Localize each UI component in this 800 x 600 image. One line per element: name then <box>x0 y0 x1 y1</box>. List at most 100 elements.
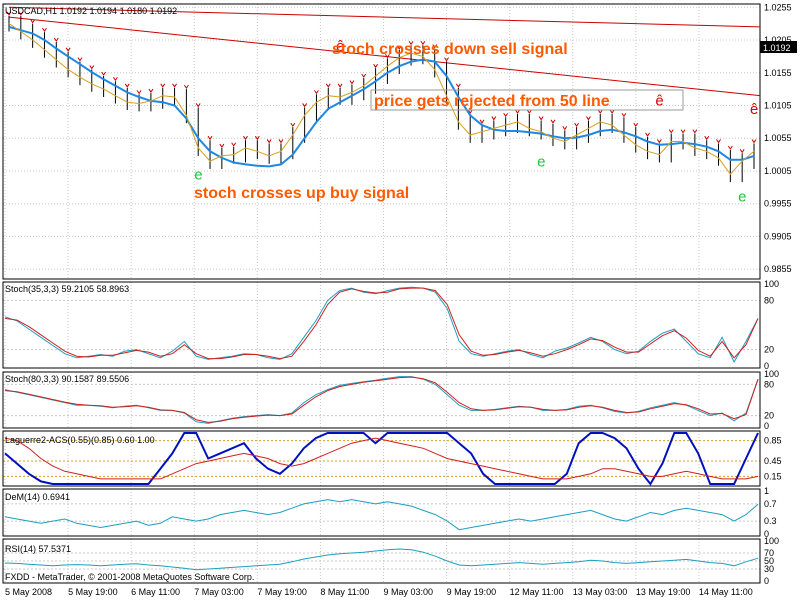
fractal-marker <box>207 135 213 141</box>
fractal-marker <box>373 63 379 69</box>
fractal-marker <box>739 149 745 154</box>
fractal-marker <box>586 116 591 121</box>
fractal-marker <box>645 132 650 137</box>
fractal-marker <box>42 27 47 33</box>
dem-title: DeM(14) 0.6941 <box>5 492 70 502</box>
x-tick-label: 9 May 19:00 <box>447 587 497 597</box>
fractal-marker <box>183 84 189 90</box>
fractal-marker <box>124 83 130 88</box>
indicator-y-tick-label: 70 <box>764 548 774 558</box>
fractal-marker <box>77 57 83 62</box>
indicator-y-tick-label: 100 <box>764 279 779 289</box>
sell-signal-marker: ê <box>336 38 344 55</box>
indicator-panes <box>2 3 761 584</box>
indicator-series-line <box>4 437 759 480</box>
fractal-marker <box>349 80 355 85</box>
fractal-marker <box>314 90 319 95</box>
indicator-y-tick-label: 0.45 <box>764 456 782 466</box>
indicator-y-tick-label: 0.3 <box>764 516 777 526</box>
moving-average-line <box>8 25 755 168</box>
buy-signal-marker: e <box>537 153 545 170</box>
stoch2-title: Stoch(80,3,3) 90.1587 89.5506 <box>5 374 129 384</box>
fractal-marker <box>384 54 390 59</box>
fractal-marker <box>455 83 461 88</box>
indicator-y-tick-label: 80 <box>764 379 774 389</box>
fractal-marker <box>680 129 686 134</box>
price-badge-text: 1.0192 <box>763 43 791 53</box>
indicator-y-tick-label: 0.85 <box>764 436 782 446</box>
fractal-marker <box>621 112 627 118</box>
indicator-y-tick-label: 100 <box>764 369 779 379</box>
fractal-marker <box>361 73 367 78</box>
laguerre-title: Laguerre2-ACS(0.55)(0.85) 0.60 1.00 <box>5 435 155 445</box>
rsi-title: RSI(14) 57.5371 <box>5 544 71 554</box>
fractal-marker <box>53 37 59 42</box>
x-tick-label: 5 May 2008 <box>5 587 52 597</box>
pane-frame-4 <box>2 488 761 537</box>
fractal-marker <box>278 139 284 144</box>
fractal-marker <box>609 109 615 114</box>
fractal-marker <box>302 103 308 108</box>
fractal-marker <box>337 83 343 88</box>
fractal-marker <box>160 83 166 88</box>
sell-signal-marker: ê <box>655 92 663 109</box>
fractal-marker <box>396 45 402 50</box>
fractal-marker <box>254 135 260 141</box>
stoch1-title: Stoch(35,3,3) 59.2105 58.8963 <box>5 284 129 294</box>
x-tick-label: 13 May 19:00 <box>636 587 691 597</box>
fractal-marker <box>656 139 662 144</box>
y-tick-label: 1.0205 <box>764 35 792 45</box>
close-line <box>8 23 755 175</box>
y-tick-label: 1.0155 <box>764 68 792 78</box>
indicator-y-tick-label: 0 <box>764 361 769 371</box>
fractal-marker <box>420 40 426 46</box>
x-tick-label: 6 May 11:00 <box>131 587 180 597</box>
x-tick-label: 5 May 19:00 <box>68 587 118 597</box>
fractal-marker <box>716 139 721 144</box>
pane-frame-0 <box>2 3 761 280</box>
indicator-y-tick-label: 0 <box>764 529 769 539</box>
fractal-marker <box>136 90 142 95</box>
x-tick-label: 7 May 19:00 <box>257 587 307 597</box>
indicator-y-tick-label: 30 <box>764 564 774 574</box>
buy-signal-marker: e <box>738 189 746 206</box>
indicator-series-line <box>4 287 759 360</box>
y-tick-label: 0.9855 <box>764 264 792 274</box>
indicator-y-tick-label: 0.7 <box>764 499 777 509</box>
fractal-marker <box>113 76 118 82</box>
fractal-marker <box>195 103 201 108</box>
fractal-marker <box>633 122 639 127</box>
annotation-buy: stoch crosses up buy signal <box>194 185 409 202</box>
trendline <box>8 6 761 28</box>
pane-frame-3 <box>2 430 761 487</box>
indicator-y-tick-label: 0 <box>764 576 769 586</box>
fractal-marker <box>172 83 177 88</box>
x-tick-label: 8 May 11:00 <box>320 587 369 597</box>
fractal-marker <box>515 109 520 114</box>
fractal-marker <box>408 40 414 46</box>
fractal-marker <box>467 109 473 114</box>
y-tick-label: 0.9955 <box>764 199 792 209</box>
fractal-marker <box>219 143 225 148</box>
indicator-series-line <box>4 376 759 423</box>
fractal-marker <box>266 139 272 144</box>
fractal-marker <box>231 142 237 147</box>
indicator-y-tick-label: 0 <box>764 421 769 431</box>
y-tick-label: 1.0255 <box>764 2 792 12</box>
x-tick-label: 14 May 11:00 <box>699 587 753 597</box>
indicator-y-tick-label: 80 <box>764 295 774 305</box>
fractal-marker <box>101 71 107 76</box>
fractal-marker <box>65 47 71 52</box>
fractal-marker <box>325 83 331 88</box>
annotation-sell: stoch crosses down sell signal <box>332 41 568 58</box>
price-badge <box>760 41 797 53</box>
pane-frame-2 <box>2 371 761 429</box>
fractal-marker <box>751 139 757 144</box>
pane-frame-1 <box>2 281 761 369</box>
fractal-marker <box>6 11 12 16</box>
indicator-y-tick-label: 1 <box>764 486 769 496</box>
y-tick-label: 0.9905 <box>764 231 792 241</box>
fractal-marker <box>562 126 568 131</box>
y-tick-label: 1.0105 <box>764 100 792 110</box>
